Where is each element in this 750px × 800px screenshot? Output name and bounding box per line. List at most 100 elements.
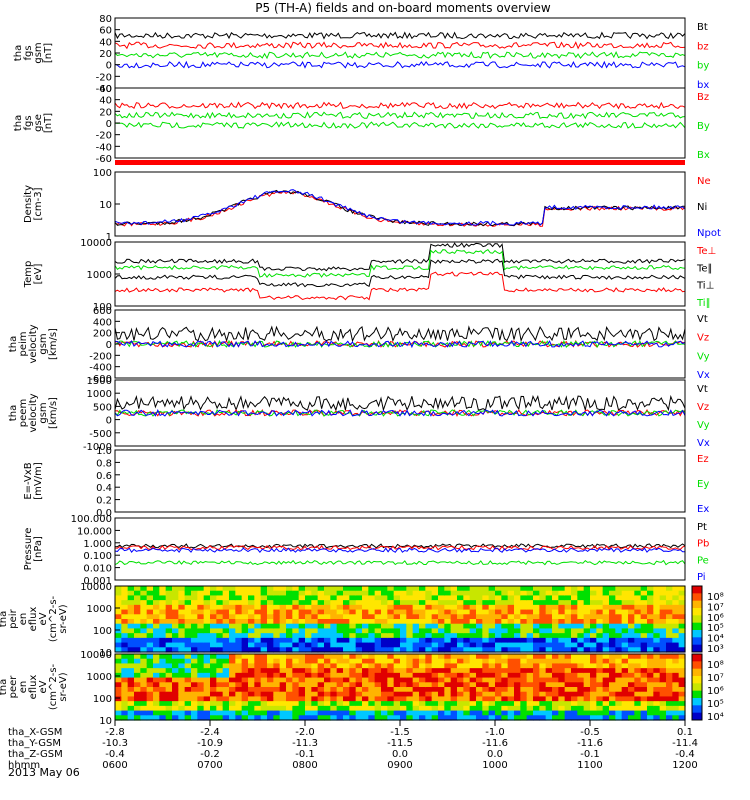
spectrogram-cell [267, 658, 274, 665]
spectrogram-cell [520, 663, 528, 669]
y-axis-label-line: tha [0, 611, 9, 627]
spectrogram-cell [292, 696, 300, 702]
spectrogram-cell [564, 701, 572, 707]
spectrogram-cell [146, 696, 154, 702]
spectrogram-cell [387, 696, 395, 702]
spectrogram-cell [526, 682, 534, 688]
spectrogram-cell [666, 677, 673, 683]
spectrogram-cell [678, 663, 686, 669]
spectrogram-cell [558, 691, 566, 698]
spectrogram-cell [590, 609, 597, 615]
spectrogram-cell [647, 658, 654, 665]
spectrogram-cell [191, 654, 198, 660]
y-axis-label-line: gsm [38, 333, 49, 354]
spectrogram-cell [577, 654, 585, 660]
spectrogram-cell [191, 677, 198, 683]
spectrogram-cell [469, 647, 477, 653]
legend-Pe: Pe [697, 555, 709, 566]
spectrogram-cell [444, 687, 452, 693]
colorbar-cell [692, 676, 702, 684]
spectrogram-cell [488, 705, 496, 712]
spectrogram-cell [596, 647, 604, 653]
spectrogram-cell [450, 628, 458, 634]
spectrogram-cell [330, 623, 338, 630]
y-tick-label: 1000 [87, 270, 112, 281]
spectrogram-cell [311, 658, 319, 665]
spectrogram-cell [311, 663, 319, 669]
spectrogram-cell [203, 637, 211, 644]
spectrogram-cell [292, 663, 300, 669]
spectrogram-cell [324, 691, 331, 698]
spectrogram-cell [165, 623, 173, 630]
spectrogram-cell [235, 590, 243, 597]
spectrogram-cell [412, 682, 420, 688]
spectrogram-cell [615, 658, 623, 665]
spectrogram-cell [140, 619, 148, 625]
spectrogram-cell [558, 696, 566, 702]
spectrogram-cell [628, 637, 635, 644]
spectrogram-cell [159, 658, 167, 665]
spectrogram-cell [330, 658, 338, 665]
spectrogram-cell [317, 609, 325, 615]
spectrogram-cell [121, 614, 129, 620]
spectrogram-cell [552, 687, 559, 693]
spectrogram-cell [583, 658, 591, 665]
spectrogram-cell [666, 687, 673, 693]
spectrogram-cell [235, 682, 243, 688]
spectrogram-cell [431, 701, 439, 707]
spectrogram-cell [659, 691, 667, 698]
spectrogram-cell [146, 623, 154, 630]
spectrogram-cell [615, 595, 623, 601]
spectrogram-cell [317, 715, 325, 721]
spectrogram-cell [406, 604, 414, 611]
spectrogram-cell [203, 682, 211, 688]
spectrogram-cell [533, 668, 540, 674]
spectrogram-cell [197, 663, 205, 669]
x-row-value: 1000 [482, 760, 507, 771]
spectrogram-cell [330, 654, 338, 660]
spectrogram-cell [140, 637, 148, 644]
spectrogram-cell [615, 663, 623, 669]
spectrogram-cell [127, 633, 135, 639]
spectrogram-cell [564, 633, 572, 639]
spectrogram-cell [482, 647, 490, 653]
y-tick-label: 10000 [80, 238, 112, 249]
spectrogram-cell [115, 701, 122, 707]
spectrogram-cell [184, 623, 192, 630]
spectrogram-cell [450, 609, 458, 615]
spectrogram-cell [349, 705, 357, 712]
spectrogram-cell [647, 710, 654, 716]
spectrogram-cell [520, 600, 528, 606]
legend-Ti∥: Ti∥ [696, 298, 711, 309]
spectrogram-cell [368, 637, 376, 644]
spectrogram-cell [165, 705, 173, 712]
spectrogram-cell [488, 672, 496, 679]
spectrogram-cell [374, 672, 382, 679]
spectrogram-cell [343, 590, 350, 597]
spectrogram-cell [178, 705, 186, 712]
spectrogram-cell [552, 628, 559, 634]
spectrogram-cell [463, 586, 471, 592]
spectrogram-cell [330, 701, 338, 707]
spectrogram-cell [235, 595, 243, 601]
colorbar-label: 10⁴ [707, 712, 724, 723]
spectrogram-cell [520, 687, 528, 693]
y-tick-label: 0.010 [83, 564, 112, 575]
spectrogram-cell [115, 590, 122, 597]
spectrogram-cell [438, 668, 445, 674]
spectrogram-cell [273, 614, 281, 620]
spectrogram-cell [172, 614, 179, 620]
spectrogram-cell [260, 687, 268, 693]
spectrogram-cell [210, 691, 217, 698]
spectrogram-cell [197, 595, 205, 601]
spectrogram-cell [349, 654, 357, 660]
spectrogram-cell [615, 609, 623, 615]
spectrogram-cell [507, 710, 515, 716]
spectrogram-cell [267, 647, 274, 653]
spectrogram-cell [115, 687, 122, 693]
spectrogram-cell [387, 691, 395, 698]
spectrogram-cell [235, 614, 243, 620]
spectrogram-cell [672, 668, 680, 674]
spectrogram-cell [438, 672, 445, 679]
